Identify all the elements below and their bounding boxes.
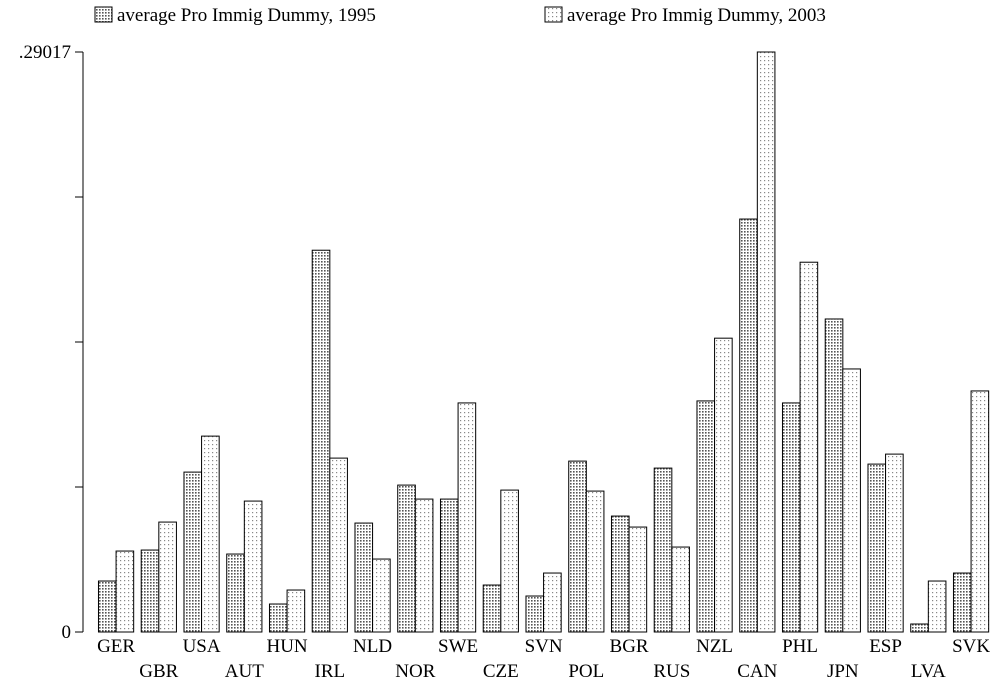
x-tick-label: NLD bbox=[353, 636, 392, 657]
x-tick-label: GBR bbox=[139, 661, 178, 682]
bar bbox=[696, 400, 716, 633]
bar bbox=[543, 572, 562, 633]
bar bbox=[97, 580, 117, 633]
bar bbox=[158, 521, 177, 633]
legend-swatch bbox=[544, 6, 563, 23]
bar bbox=[799, 261, 819, 633]
x-tick-label: NOR bbox=[395, 661, 435, 682]
x-tick-label: PHL bbox=[782, 636, 818, 657]
bar bbox=[781, 402, 801, 633]
x-tick-label: HUN bbox=[266, 636, 307, 657]
x-tick-label: CAN bbox=[737, 661, 777, 682]
x-tick-label: ESP bbox=[869, 636, 902, 657]
x-tick-label: JPN bbox=[827, 661, 859, 682]
bar bbox=[311, 249, 331, 633]
bar bbox=[585, 490, 605, 633]
bar bbox=[867, 463, 887, 633]
x-tick-label: LVA bbox=[911, 661, 946, 682]
y-tick-label: 0 bbox=[62, 622, 72, 643]
x-tick-label: SVK bbox=[952, 636, 990, 657]
bar bbox=[226, 553, 245, 633]
bar bbox=[842, 368, 861, 633]
bar bbox=[910, 623, 929, 633]
x-tick-label: NZL bbox=[696, 636, 733, 657]
bar bbox=[739, 218, 758, 633]
bar bbox=[201, 435, 220, 633]
bar bbox=[927, 580, 947, 633]
bar bbox=[115, 550, 135, 633]
bar bbox=[140, 549, 160, 633]
x-tick-label: AUT bbox=[225, 661, 264, 682]
bar bbox=[397, 484, 416, 633]
y-tick-label: .29017 bbox=[19, 42, 71, 63]
bar bbox=[568, 460, 587, 633]
x-tick-label: IRL bbox=[315, 661, 346, 682]
legend-label: average Pro Immig Dummy, 1995 bbox=[117, 5, 376, 26]
bar bbox=[628, 526, 648, 633]
bar bbox=[500, 489, 519, 633]
bar bbox=[354, 522, 374, 633]
x-tick-label: RUS bbox=[653, 661, 690, 682]
bar bbox=[482, 584, 502, 633]
legend-swatch bbox=[94, 6, 113, 23]
x-tick-label: USA bbox=[183, 636, 221, 657]
bar bbox=[970, 390, 990, 633]
bar bbox=[824, 318, 844, 633]
bar bbox=[414, 498, 434, 633]
x-tick-label: BGR bbox=[610, 636, 649, 657]
bar bbox=[372, 558, 391, 633]
bar bbox=[525, 595, 545, 633]
bar bbox=[329, 457, 348, 633]
bar bbox=[439, 498, 459, 633]
x-tick-label: POL bbox=[568, 661, 604, 682]
bar bbox=[671, 546, 690, 633]
bar bbox=[610, 515, 630, 633]
bar bbox=[183, 471, 203, 633]
bar bbox=[885, 453, 904, 633]
bar bbox=[653, 467, 673, 633]
bar bbox=[286, 589, 306, 633]
bar bbox=[952, 572, 972, 633]
bar bbox=[714, 337, 733, 633]
x-tick-label: SVN bbox=[525, 636, 563, 657]
bar bbox=[268, 603, 288, 633]
x-tick-label: GER bbox=[97, 636, 135, 657]
bar bbox=[457, 402, 477, 633]
bar bbox=[756, 51, 776, 633]
x-tick-label: SWE bbox=[438, 636, 478, 657]
x-tick-label: CZE bbox=[483, 661, 519, 682]
legend-label: average Pro Immig Dummy, 2003 bbox=[567, 5, 826, 26]
bar bbox=[243, 500, 263, 633]
